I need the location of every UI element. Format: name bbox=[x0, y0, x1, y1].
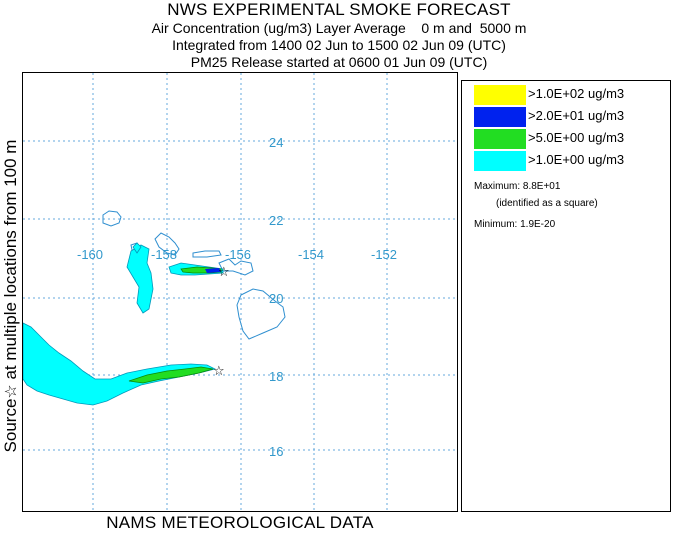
patch-oahu-b bbox=[132, 242, 142, 254]
hawaii-island bbox=[236, 288, 286, 340]
plume-west-patches bbox=[126, 242, 154, 314]
legend-row-20: >2.0E+01 ug/m3 bbox=[474, 107, 664, 127]
molokai-island bbox=[192, 250, 222, 258]
legend-swatch-green bbox=[474, 129, 526, 149]
legend-row-100: >1.0E+02 ug/m3 bbox=[474, 85, 664, 105]
legend-maximum-note: (identified as a square) bbox=[496, 198, 598, 209]
kauai-island bbox=[102, 210, 122, 227]
plume-south: ☆ bbox=[23, 322, 225, 406]
plume-north: ☆ bbox=[168, 262, 230, 279]
legend-label-1: >1.0E+00 ug/m3 bbox=[528, 152, 625, 167]
lon-label-160: -160 bbox=[77, 247, 103, 262]
graticule bbox=[23, 73, 457, 511]
source-location-label: Source☆ at multiple locations from 100 m bbox=[1, 76, 20, 516]
map-panel[interactable]: ☆ ☆ 24 22 20 18 16 -160 -158 -156 -154 -… bbox=[22, 72, 458, 512]
legend-row-5: >5.0E+00 ug/m3 bbox=[474, 129, 664, 149]
legend-swatch-yellow bbox=[474, 85, 526, 105]
smoke-map: ☆ ☆ 24 22 20 18 16 -160 -158 -156 -154 -… bbox=[23, 73, 457, 511]
plume-north-blue bbox=[205, 268, 221, 273]
lon-label-156: -156 bbox=[225, 247, 251, 262]
source-label-text: at multiple locations from 100 m bbox=[1, 139, 20, 385]
legend-swatch-blue bbox=[474, 107, 526, 127]
lon-label-152: -152 bbox=[371, 247, 397, 262]
oahu-island bbox=[154, 232, 180, 256]
plume-south-cyan bbox=[23, 322, 217, 406]
patch-oahu-a bbox=[126, 244, 154, 314]
concentration-layer-line: Air Concentration (ug/m3) Layer Average … bbox=[151, 20, 527, 36]
lat-label-16: 16 bbox=[269, 444, 283, 459]
legend-minimum: Minimum: 1.9E-20 bbox=[474, 219, 556, 230]
lat-label-22: 22 bbox=[269, 213, 283, 228]
source-label-prefix: Source bbox=[1, 398, 20, 453]
plume-south-source-star: ☆ bbox=[213, 363, 225, 378]
plume-south-green bbox=[128, 366, 214, 384]
release-start-line: PM25 Release started at 0600 01 Jun 09 (… bbox=[190, 54, 488, 70]
legend-label-100: >1.0E+02 ug/m3 bbox=[528, 86, 625, 101]
maui-island bbox=[218, 258, 254, 276]
legend-label-5: >5.0E+00 ug/m3 bbox=[528, 130, 625, 145]
lat-label-20: 20 bbox=[269, 291, 283, 306]
plume-north-source-star: ☆ bbox=[218, 264, 230, 279]
lon-label-154: -154 bbox=[298, 247, 324, 262]
legend-label-20: >2.0E+01 ug/m3 bbox=[528, 108, 625, 123]
lon-label-158: -158 bbox=[151, 247, 177, 262]
legend-maximum: Maximum: 8.8E+01 bbox=[474, 181, 561, 192]
lat-label-24: 24 bbox=[269, 135, 283, 150]
legend-row-1: >1.0E+00 ug/m3 bbox=[474, 151, 664, 171]
legend-panel: >1.0E+02 ug/m3 >2.0E+01 ug/m3 >5.0E+00 u… bbox=[461, 80, 671, 512]
source-star-icon: ☆ bbox=[3, 384, 20, 399]
met-data-label: NAMS METEOROLOGICAL DATA bbox=[106, 513, 374, 532]
coastlines bbox=[102, 210, 286, 340]
lat-label-18: 18 bbox=[269, 369, 283, 384]
longitude-labels: -160 -158 -156 -154 -152 bbox=[77, 247, 397, 262]
forecast-title: NWS EXPERIMENTAL SMOKE FORECAST bbox=[167, 0, 511, 19]
latitude-labels: 24 22 20 18 16 bbox=[269, 135, 283, 459]
integration-period-line: Integrated from 1400 02 Jun to 1500 02 J… bbox=[172, 37, 506, 53]
legend-swatch-cyan bbox=[474, 151, 526, 171]
